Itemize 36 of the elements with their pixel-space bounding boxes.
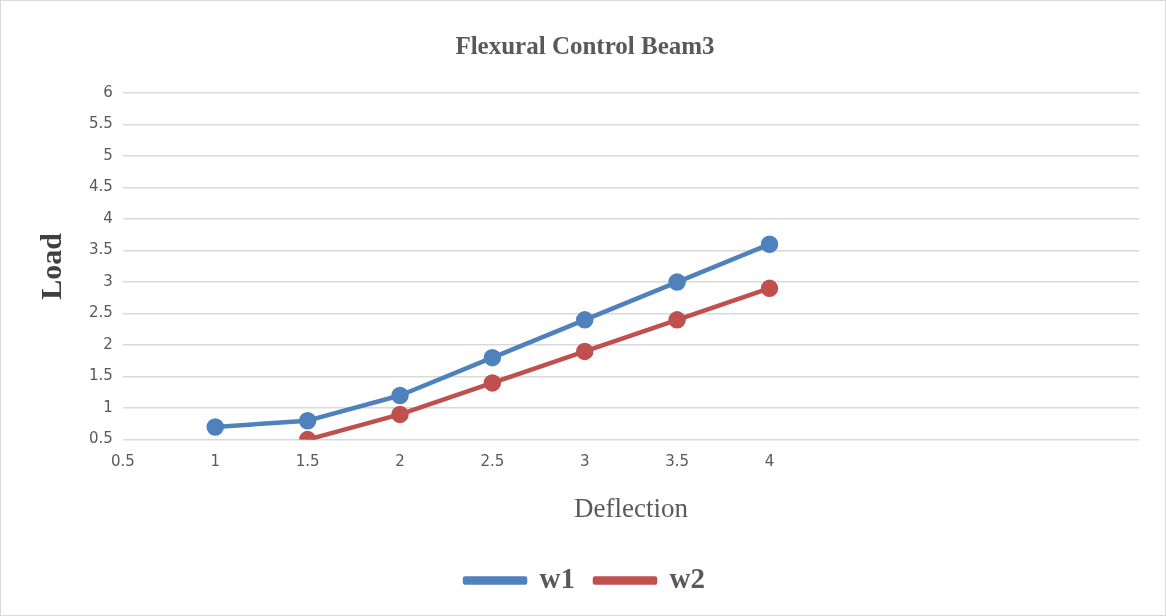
point bbox=[668, 311, 686, 329]
y-tick-label: 0.5 bbox=[89, 429, 113, 448]
legend-label: w1 bbox=[539, 561, 576, 594]
x-tick-label: 2 bbox=[395, 452, 405, 471]
y-tick-label: 3.5 bbox=[89, 240, 113, 259]
point bbox=[575, 311, 594, 329]
legend-label: w2 bbox=[669, 561, 705, 594]
y-tick-label: 2 bbox=[103, 334, 113, 353]
x-tick-label: 3.5 bbox=[665, 452, 690, 471]
point bbox=[391, 405, 409, 424]
y-axis-title: Load bbox=[33, 232, 67, 300]
point bbox=[483, 374, 502, 392]
y-tick-label: 4.5 bbox=[89, 177, 113, 196]
y-tick-label: 5.5 bbox=[89, 114, 113, 133]
point bbox=[483, 348, 502, 367]
x-axis-title: Deflection bbox=[573, 492, 689, 523]
y-tick-label: 1 bbox=[103, 397, 113, 416]
y-tick-label: 1.5 bbox=[89, 366, 113, 385]
x-tick-label: 4 bbox=[764, 452, 775, 471]
chart-title: Flexural Control Beam3 bbox=[455, 32, 715, 60]
y-tick-label: 2.5 bbox=[89, 303, 113, 322]
point bbox=[391, 386, 409, 405]
x-tick-label: 1 bbox=[210, 452, 221, 471]
y-tick-label: 4 bbox=[103, 208, 113, 227]
x-tick-label: 2.5 bbox=[480, 452, 505, 471]
point bbox=[298, 411, 317, 430]
point bbox=[760, 235, 779, 253]
y-tick-label: 3 bbox=[103, 271, 113, 290]
x-tick-label: 3 bbox=[579, 452, 590, 471]
y-tick-label: 6 bbox=[103, 82, 113, 101]
x-tick-label: 1.5 bbox=[295, 452, 320, 471]
point bbox=[668, 273, 686, 291]
point bbox=[206, 418, 224, 436]
y-tick-label: 5 bbox=[103, 145, 113, 164]
point bbox=[575, 342, 594, 361]
point bbox=[760, 279, 779, 298]
